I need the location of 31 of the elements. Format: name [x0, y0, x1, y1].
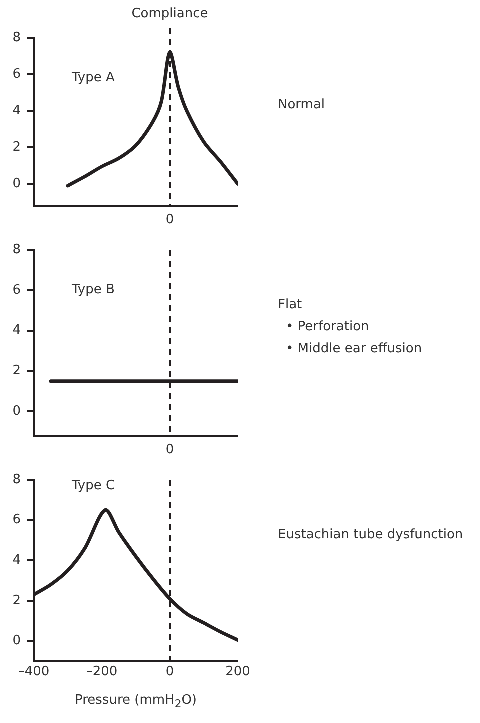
y-tick-label: 0 — [12, 634, 21, 649]
text: • Middle ear effusion — [286, 341, 422, 356]
text: Normal — [278, 97, 326, 112]
x-tick-label: 200 — [226, 664, 250, 680]
y-tick-label: 4 — [12, 323, 21, 338]
ref-line-label: 0 — [166, 442, 174, 458]
y-tick-label: 8 — [12, 30, 21, 46]
y-tick-label: 4 — [12, 103, 21, 118]
y-tick-label: 0 — [12, 176, 21, 192]
y-tick-label: 6 — [12, 282, 21, 298]
x-tick-label: –400 — [18, 664, 50, 680]
y-tick-label: 2 — [12, 593, 21, 608]
ref-line-label: 0 — [166, 212, 174, 228]
text: Flat — [278, 297, 302, 312]
text: Type B — [71, 282, 115, 298]
y-tick-label: 0 — [12, 404, 21, 420]
y-tick-label: 8 — [12, 472, 21, 488]
y-tick-label: 4 — [12, 552, 21, 568]
y-axis-title: Compliance — [132, 6, 208, 22]
y-tick-label: 6 — [12, 66, 21, 82]
chart-title: Type C — [71, 478, 116, 494]
y-tick-label: 2 — [12, 364, 21, 379]
x-axis-title: Pressure (mmH$_{2}$O) — [74, 693, 198, 711]
x-tick-label: 0 — [166, 664, 174, 680]
y-tick-label: 8 — [12, 242, 21, 258]
text: Eustachian tube dysfunction — [278, 527, 464, 542]
x-tick-label: –200 — [86, 664, 118, 680]
text: Type A — [71, 70, 115, 86]
y-tick-label: 6 — [12, 512, 21, 528]
y-tick-label: 2 — [12, 140, 21, 155]
text: • Perforation — [286, 319, 370, 334]
